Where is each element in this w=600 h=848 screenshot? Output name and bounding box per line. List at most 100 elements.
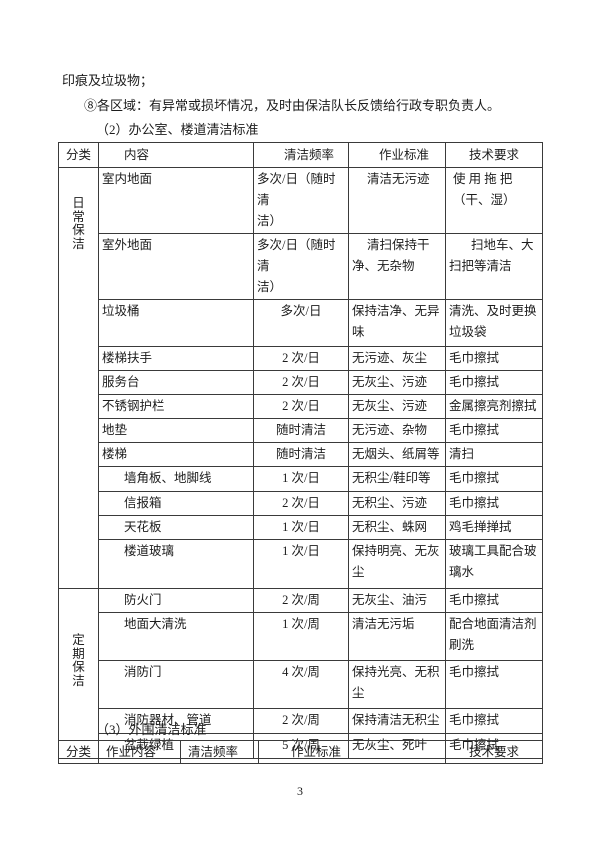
cell-content: 防火门 (98, 588, 254, 613)
cell-standard: 无灰尘、油污 (348, 588, 446, 613)
cell-tech: 毛巾擦拭 (445, 491, 543, 516)
cell-standard: 保持明亮、无灰 尘 (348, 539, 446, 589)
cell-standard: 无烟头、纸屑等 (348, 442, 446, 467)
table-row: 室外地面 多次/日（随时清 洁） 清扫保持干 净、无杂物 扫地车、大 扫把等清洁 (59, 233, 543, 300)
cell-standard: 保持洁净、无异 味 (348, 299, 446, 347)
cell-standard: 清洁无污迹 (348, 167, 446, 234)
table-row: 地面大清洗 1 次/周 清洁无污垢 配合地面清洁剂 刷洗 (59, 612, 543, 661)
item-8-note: ⑧各区域：有异常或损坏情况，及时由保洁队长反馈给行政专职负责人。 (84, 98, 501, 113)
cell-frequency: 4 次/周 (253, 660, 349, 709)
cell-frequency: 多次/日（随时清 洁） (253, 233, 349, 300)
paragraph-continuation: 印痕及垃圾物； (62, 73, 154, 88)
cell-frequency: 2 次/日 (253, 370, 349, 395)
header-cell-content: 内容 (98, 142, 254, 168)
cell-tech: 毛巾擦拭 (445, 660, 543, 709)
cell-tech: 扫地车、大 扫把等清洁 (445, 233, 543, 300)
table-row: 定期保洁 防火门 2 次/周 无灰尘、油污 毛巾擦拭 (58, 588, 543, 759)
cell-standard: 无污迹、杂物 (348, 418, 446, 443)
cell-frequency: 2 次/日 (253, 346, 349, 371)
cell-frequency: 2 次/日 (253, 394, 349, 419)
cell-frequency: 1 次/日 (253, 539, 349, 589)
cell-content: 服务台 (98, 370, 254, 395)
cell-tech: 清扫 (445, 442, 543, 467)
table-row: 天花板 1 次/日 无积尘、蛛网 鸡毛掸掸拭 (59, 515, 543, 540)
header-cell-work-content: 作业内容 (98, 740, 181, 764)
cell-frequency: 随时清洁 (253, 418, 349, 443)
table-row: 消防门 4 次/周 保持光亮、无积 尘 毛巾擦拭 (59, 660, 543, 709)
cell-tech: 毛巾擦拭 (445, 346, 543, 371)
cell-content: 墙角板、地脚线 (98, 466, 254, 492)
header-cell-category: 分类 (58, 740, 99, 764)
cell-standard: 清扫保持干 净、无杂物 (348, 233, 446, 300)
cell-standard: 无灰尘、污迹 (348, 370, 446, 395)
table-row: 地垫 随时清洁 无污迹、杂物 毛巾擦拭 (59, 418, 543, 443)
cell-standard: 无积尘、污迹 (348, 491, 446, 516)
daily-category-cell: 日常保洁 (58, 167, 99, 589)
table-row: 信报箱 2 次/日 无积尘、污迹 毛巾擦拭 (59, 491, 543, 516)
cell-standard: 清洁无污垢 (348, 612, 446, 661)
table-row: 楼道玻璃 1 次/日 保持明亮、无灰 尘 玻璃工具配合玻 璃水 (59, 539, 543, 589)
table-row: 消防器材、管道 2 次/周 保持清洁无积尘 毛巾擦拭 (59, 708, 543, 734)
periodic-category-cell: 定期保洁 (58, 588, 99, 759)
cell-standard: 无积尘、蛛网 (348, 515, 446, 540)
cell-standard: 无灰尘、污迹 (348, 394, 446, 419)
cell-content: 消防器材、管道 (98, 708, 254, 734)
periodic-category-label: 定期保洁 (72, 633, 85, 688)
cell-content: 天花板 (98, 515, 254, 540)
cell-content: 消防门 (98, 660, 254, 709)
table-row: 楼梯 随时清洁 无烟头、纸屑等 清扫 (59, 442, 543, 467)
cell-tech: 鸡毛掸掸拭 (445, 515, 543, 540)
section-2-heading: （2）办公室、楼道清洁标准 (96, 122, 259, 137)
header-cell-standard: 作业标准 (258, 740, 446, 764)
section-3-heading: （3）外围清洁标准 (96, 722, 207, 737)
header-cell-frequency: 清洁频率 (253, 142, 349, 168)
cell-tech: 毛巾擦拭 (445, 588, 543, 613)
cell-standard: 保持光亮、无积 尘 (348, 660, 446, 709)
cell-content: 不锈钢护栏 (98, 394, 254, 419)
table-header-row: 分类 作业内容 清洁频率 作业标准 技术要求 (58, 740, 543, 764)
daily-category-label: 日常保洁 (72, 196, 85, 251)
cell-content: 楼梯扶手 (98, 346, 254, 371)
cell-content: 楼梯 (98, 442, 254, 467)
cell-frequency: 随时清洁 (253, 442, 349, 467)
cell-tech: 毛巾擦拭 (445, 418, 543, 443)
cell-tech: 清洗、及时更换 垃圾袋 (445, 299, 543, 347)
cell-tech: 金属擦亮剂擦拭 (445, 394, 543, 419)
header-cell-standard: 作业标准 (348, 142, 446, 168)
cell-tech: 玻璃工具配合玻 璃水 (445, 539, 543, 589)
office-corridor-cleaning-table: 分类 内容 清洁频率 作业标准 技术要求 日常保洁 室内地面 多次/日（随时清 … (58, 142, 543, 759)
cell-frequency: 1 次/日 (253, 515, 349, 540)
table-row: 垃圾桶 多次/日 保持洁净、无异 味 清洗、及时更换 垃圾袋 (59, 299, 543, 347)
cell-content: 垃圾桶 (98, 299, 254, 347)
table-row: 墙角板、地脚线 1 次/日 无积尘/鞋印等 毛巾擦拭 (59, 466, 543, 492)
cell-standard: 无污迹、灰尘 (348, 346, 446, 371)
table-row: 不锈钢护栏 2 次/日 无灰尘、污迹 金属擦亮剂擦拭 (59, 394, 543, 419)
header-cell-tech: 技术要求 (445, 740, 543, 764)
cell-frequency: 多次/日（随时清 洁） (253, 167, 349, 234)
cell-content: 楼道玻璃 (98, 539, 254, 589)
cell-content: 地垫 (98, 418, 254, 443)
cell-content: 室外地面 (98, 233, 254, 300)
table-row: 服务台 2 次/日 无灰尘、污迹 毛巾擦拭 (59, 370, 543, 395)
cell-content: 信报箱 (98, 491, 254, 516)
cell-frequency: 多次/日 (253, 299, 349, 347)
cell-tech: 毛巾擦拭 (445, 370, 543, 395)
header-cell-tech: 技术要求 (445, 142, 543, 168)
cell-frequency: 2 次/周 (253, 588, 349, 613)
header-cell-frequency: 清洁频率 (180, 740, 259, 764)
table-row: 楼梯扶手 2 次/日 无污迹、灰尘 毛巾擦拭 (59, 346, 543, 371)
header-cell-category: 分类 (58, 142, 99, 168)
page-number: 3 (297, 784, 303, 798)
cell-tech: 毛巾擦拭 (445, 466, 543, 492)
cell-tech: 毛巾擦拭 (445, 708, 543, 734)
cell-tech: 配合地面清洁剂 刷洗 (445, 612, 543, 661)
exterior-cleaning-table: 分类 作业内容 清洁频率 作业标准 技术要求 (58, 740, 543, 764)
table-row: 日常保洁 室内地面 多次/日（随时清 洁） 清洁无污迹 使 用 拖 把 （干、湿… (58, 167, 543, 589)
cell-frequency: 2 次/周 (253, 708, 349, 734)
table-header-row: 分类 内容 清洁频率 作业标准 技术要求 (58, 142, 543, 168)
cell-frequency: 2 次/日 (253, 491, 349, 516)
cell-content: 室内地面 (98, 167, 254, 234)
cell-frequency: 1 次/日 (253, 466, 349, 492)
cell-frequency: 1 次/周 (253, 612, 349, 661)
